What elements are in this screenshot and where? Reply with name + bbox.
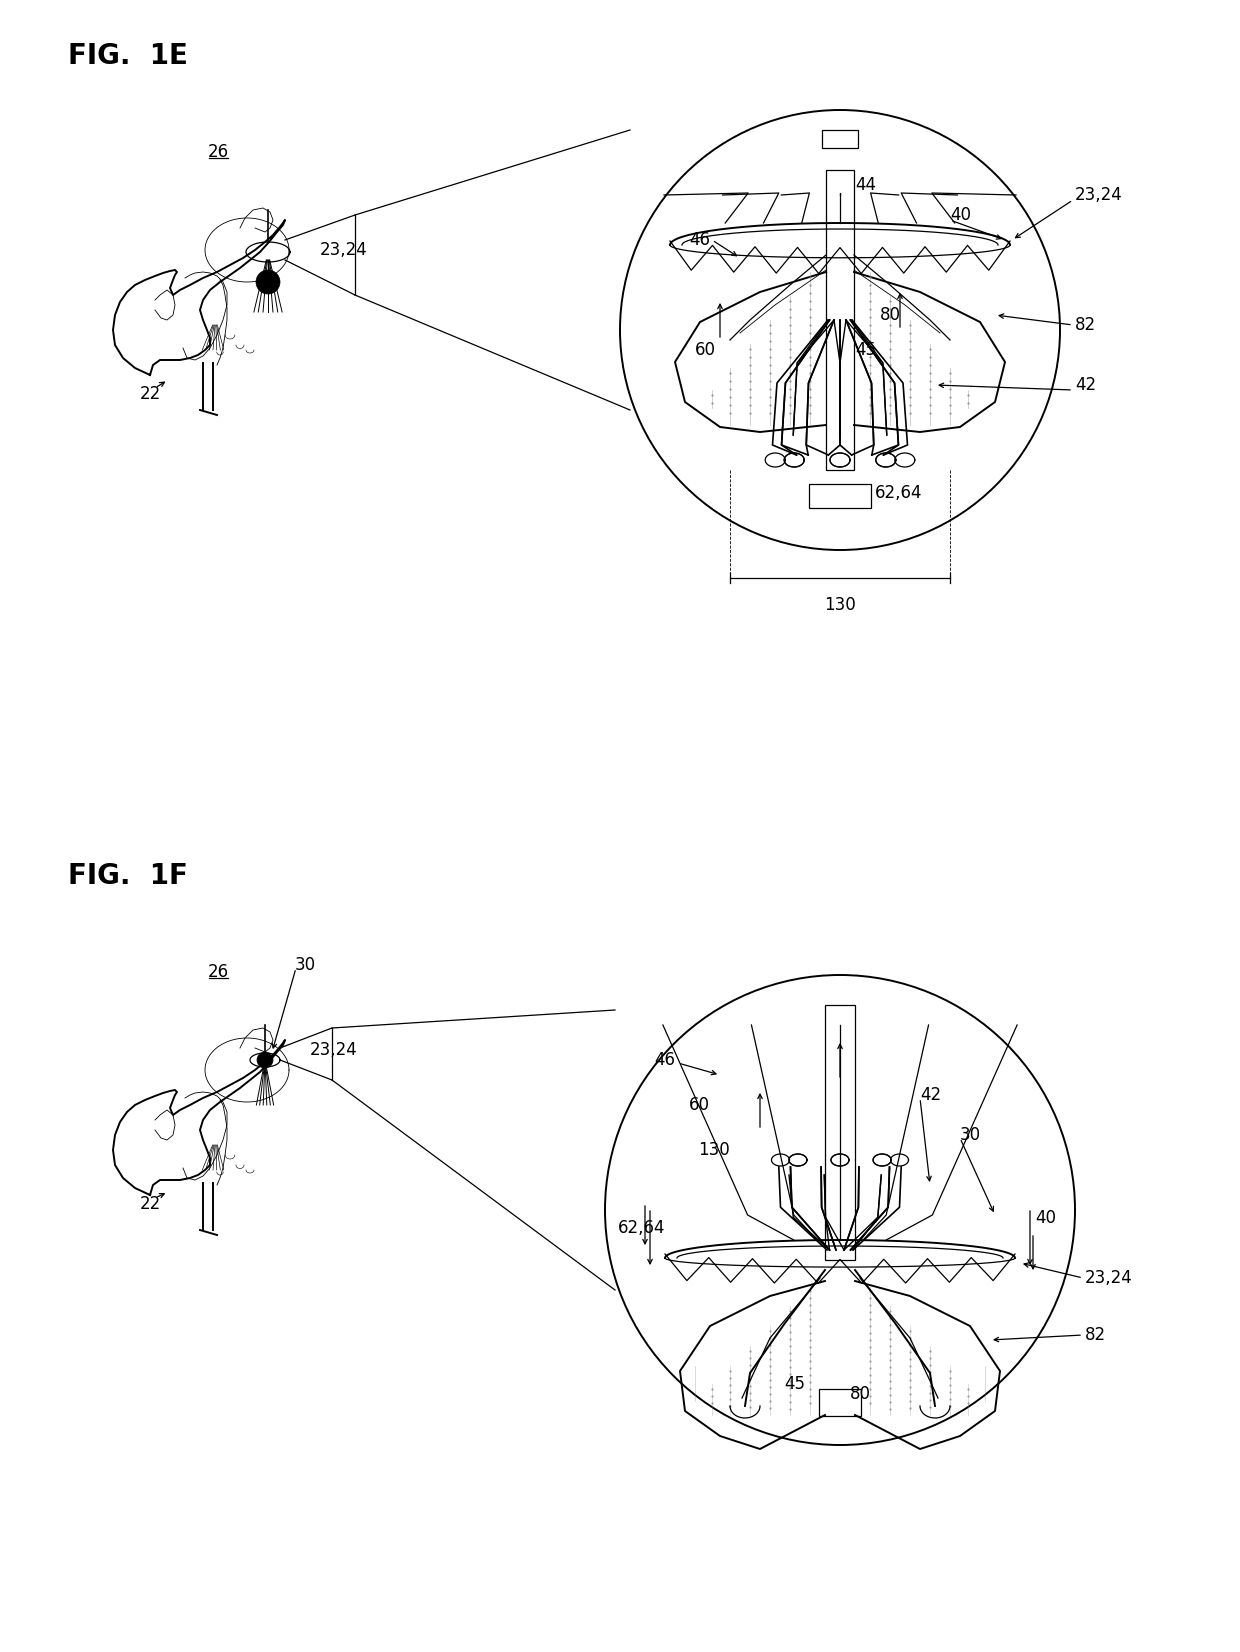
Text: 82: 82 [1085,1327,1106,1345]
Circle shape [255,269,280,294]
Text: 42: 42 [1075,377,1096,393]
Text: 62,64: 62,64 [618,1219,665,1237]
Text: 46: 46 [689,231,711,249]
FancyBboxPatch shape [826,170,854,471]
Text: 42: 42 [920,1085,941,1104]
Text: 80: 80 [849,1384,870,1403]
Text: 40: 40 [950,206,971,225]
Text: 26: 26 [207,144,228,160]
Text: 80: 80 [880,306,901,324]
Text: 130: 130 [698,1142,730,1160]
Text: 46: 46 [653,1051,675,1069]
Text: FIG.  1F: FIG. 1F [68,862,188,890]
Text: 23,24: 23,24 [1085,1269,1133,1287]
Text: 130: 130 [825,596,856,615]
Text: 82: 82 [1075,316,1096,334]
Text: 44: 44 [856,177,875,193]
Text: 23,24: 23,24 [320,241,368,259]
Text: 26: 26 [207,963,228,981]
Text: 23,24: 23,24 [1075,187,1122,203]
Text: 40: 40 [1035,1209,1056,1227]
FancyBboxPatch shape [825,1004,856,1260]
Text: 30: 30 [960,1127,981,1143]
Text: 60: 60 [689,1095,711,1113]
Text: 22: 22 [139,385,161,403]
Text: 23,24: 23,24 [310,1041,358,1059]
Text: 22: 22 [139,1194,161,1213]
FancyBboxPatch shape [818,1389,861,1416]
Text: 45: 45 [856,340,875,358]
Text: 60: 60 [694,340,715,358]
Text: 45: 45 [784,1374,805,1393]
FancyBboxPatch shape [822,131,858,149]
Text: 62,64: 62,64 [875,484,923,502]
Text: 30: 30 [295,957,316,975]
Circle shape [257,1052,273,1067]
FancyBboxPatch shape [808,484,870,509]
Text: FIG.  1E: FIG. 1E [68,41,188,69]
